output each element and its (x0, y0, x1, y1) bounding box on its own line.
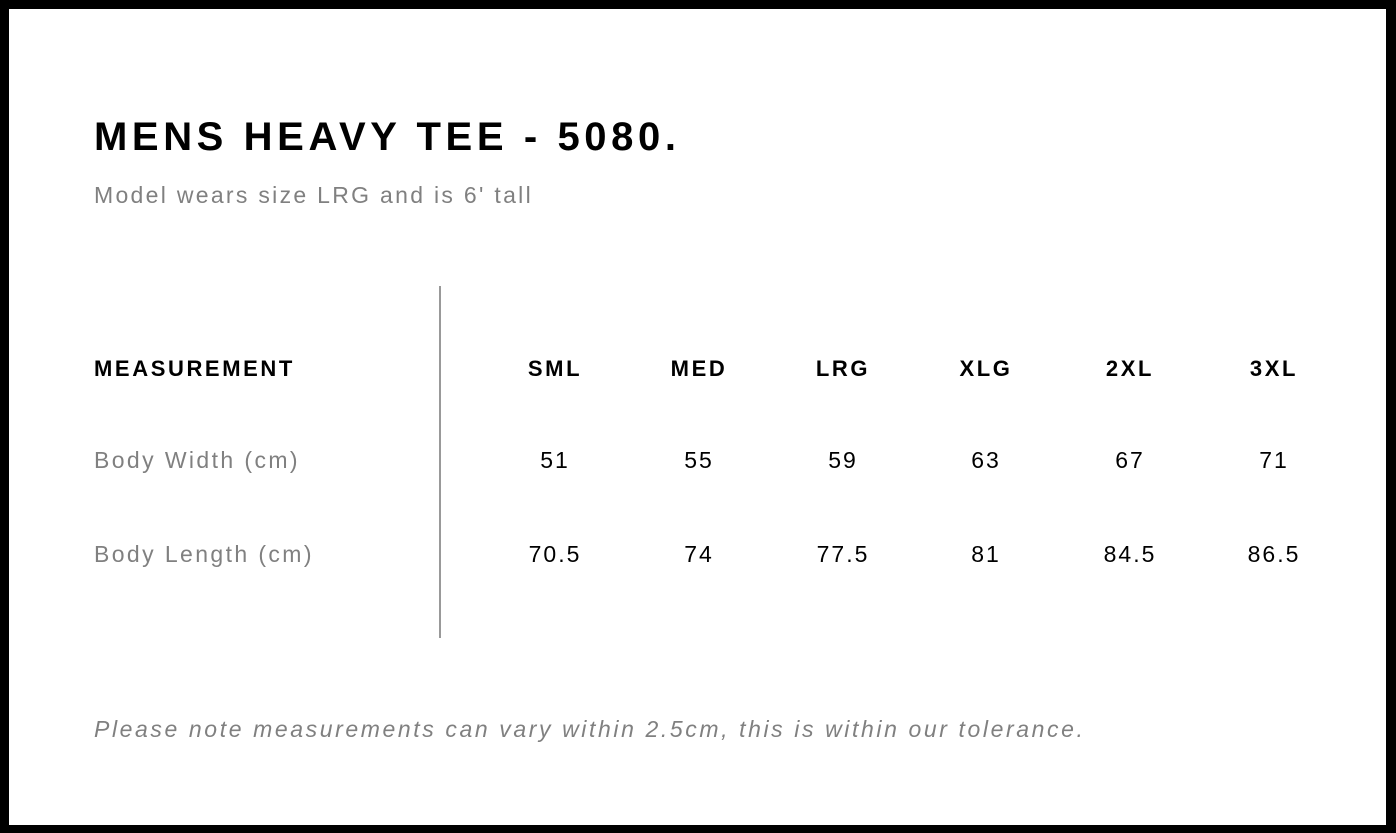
table-cell: 59 (828, 447, 858, 473)
table-cell: 70.5 (528, 541, 582, 567)
tolerance-note: Please note measurements can vary within… (94, 716, 1086, 742)
table-cell: 84.5 (1103, 541, 1157, 567)
size-header-lrg: LRG (815, 356, 871, 381)
table-cell: 71 (1259, 447, 1289, 473)
table-cell: 55 (684, 447, 714, 473)
subtitle: Model wears size LRG and is 6' tall (94, 182, 533, 208)
table-cell: 63 (971, 447, 1001, 473)
row-label: Body Length (cm) (94, 541, 314, 567)
table-cell: 86.5 (1247, 541, 1301, 567)
table-cell: 67 (1115, 447, 1145, 473)
column-divider (439, 286, 441, 638)
row-label: Body Width (cm) (94, 447, 300, 473)
size-header-2xl: 2XL (1105, 356, 1155, 381)
table-cell: 51 (540, 447, 570, 473)
table-cell: 81 (971, 541, 1001, 567)
size-chart-card: MENS HEAVY TEE - 5080. Model wears size … (9, 9, 1386, 825)
page-title: MENS HEAVY TEE - 5080. (94, 115, 681, 159)
size-header-sml: SML (527, 356, 583, 381)
table-cell: 77.5 (816, 541, 870, 567)
measurement-header: MEASUREMENT (94, 356, 295, 381)
size-header-xlg: XLG (959, 356, 1013, 381)
size-header-3xl: 3XL (1249, 356, 1299, 381)
table-cell: 74 (684, 541, 714, 567)
size-header-med: MED (670, 356, 728, 381)
